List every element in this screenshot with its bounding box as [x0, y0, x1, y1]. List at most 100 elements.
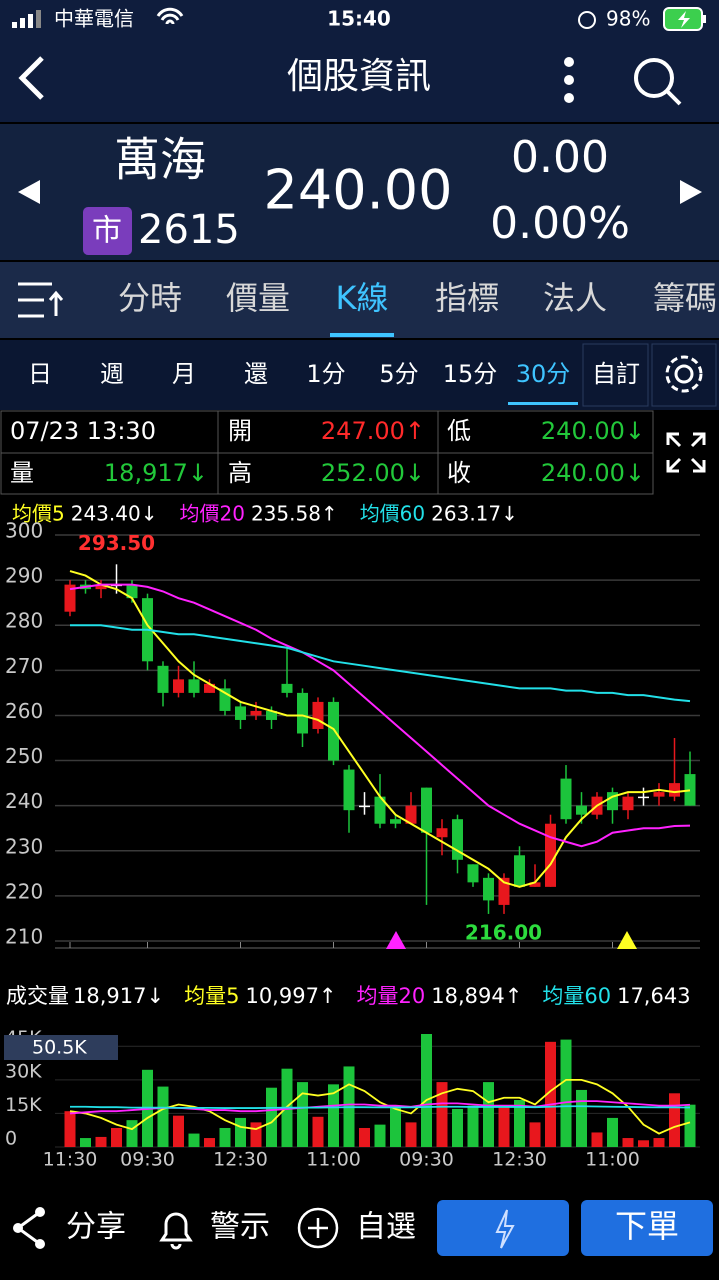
volume-bar: [390, 1106, 401, 1147]
lock-icon: [578, 11, 596, 29]
volume-bar: [421, 1034, 432, 1147]
candle-body: [126, 584, 138, 599]
volume-bar: [64, 1111, 76, 1147]
order-button[interactable]: 下單: [615, 1207, 679, 1245]
quick-button[interactable]: [437, 1200, 569, 1256]
settings-button[interactable]: [665, 355, 703, 393]
legend-name: 均量20: [357, 984, 426, 1008]
y-tick-label: 300: [5, 519, 43, 543]
volume-bar: [157, 1086, 169, 1147]
x-tick-label: 09:30: [399, 1149, 454, 1171]
y-tick-label: 280: [5, 609, 43, 633]
candle-body: [452, 819, 463, 860]
watch-button[interactable]: 自選: [356, 1210, 416, 1245]
menu-icon[interactable]: [18, 282, 64, 318]
expand-button[interactable]: [666, 432, 706, 473]
more-button[interactable]: [564, 57, 574, 103]
candle-body: [684, 774, 696, 806]
period[interactable]: 週: [100, 360, 124, 388]
tab[interactable]: 指標: [435, 279, 499, 317]
search-button[interactable]: [634, 58, 682, 106]
market-badge: [83, 207, 132, 255]
info-value: 252.00↓: [321, 459, 425, 487]
y-tick-label: 230: [5, 834, 43, 858]
tab[interactable]: 分時: [118, 279, 182, 317]
volume-bar: [250, 1122, 262, 1147]
volume-bar: [576, 1089, 587, 1147]
candle-body: [250, 710, 262, 716]
volume-bar: [312, 1116, 324, 1147]
tab[interactable]: K線: [336, 279, 389, 317]
candle-body: [328, 701, 339, 761]
tab[interactable]: 價量: [226, 279, 290, 317]
info-label: 量: [10, 459, 34, 487]
period[interactable]: 自訂: [592, 360, 640, 388]
volume-bar: [638, 1140, 649, 1147]
period[interactable]: 還: [244, 360, 268, 388]
volume-bar: [359, 1127, 370, 1147]
candle-body: [359, 805, 370, 808]
candle-body: [64, 584, 76, 612]
carrier: 中華電信: [54, 7, 134, 31]
volume-bar: [622, 1138, 634, 1147]
candle-body: [576, 805, 587, 815]
volume-title: 成交量: [6, 984, 69, 1008]
volume-bar: [374, 1124, 386, 1147]
period-underline: [508, 402, 578, 405]
candle-body: [266, 710, 277, 720]
candle-body: [219, 688, 231, 711]
clock: 15:40: [327, 7, 391, 31]
share-icon[interactable]: [13, 1207, 45, 1249]
candle-body: [622, 796, 634, 811]
tab-underline: [330, 333, 394, 337]
period[interactable]: 30分: [516, 360, 571, 388]
next-stock[interactable]: [680, 180, 702, 204]
volume-bar: [436, 1082, 448, 1147]
x-tick-label: 09:30: [120, 1149, 175, 1171]
legend-value: 18,894↑: [431, 984, 522, 1008]
prev-stock[interactable]: [18, 180, 40, 204]
bell-icon[interactable]: [159, 1212, 193, 1250]
legend-name: 均量5: [184, 984, 239, 1008]
header-bg: [0, 0, 719, 122]
volume-bar: [266, 1087, 277, 1147]
candle-body: [95, 584, 107, 590]
alert-button[interactable]: 警示: [210, 1210, 270, 1245]
period[interactable]: 1分: [306, 360, 345, 388]
volume-bar: [483, 1082, 494, 1147]
info-value: 18,917↓: [104, 459, 208, 487]
volume-bar: [529, 1122, 541, 1147]
period[interactable]: 5分: [379, 360, 418, 388]
candle-body: [297, 692, 308, 734]
period[interactable]: 月: [172, 360, 196, 388]
candle-body: [312, 701, 324, 729]
volume-value: 18,917↓: [73, 984, 164, 1008]
plus-icon[interactable]: [297, 1207, 339, 1249]
info-value: 240.00↓: [541, 459, 645, 487]
max-tag-label: 50.5K: [32, 1037, 87, 1059]
period[interactable]: 15分: [443, 360, 498, 388]
share-button[interactable]: 分享: [66, 1210, 126, 1245]
volume-bar: [111, 1127, 122, 1147]
tab[interactable]: 籌碼: [653, 279, 717, 317]
legend-value: 17,643: [617, 984, 690, 1008]
order-bg: [581, 1200, 713, 1256]
y-tick-label: 30K: [5, 1060, 42, 1082]
period[interactable]: 日: [28, 360, 52, 388]
high-label: 293.50: [78, 531, 155, 555]
back-button[interactable]: [18, 56, 44, 100]
settings-cell: [651, 343, 717, 407]
y-tick-label: 250: [5, 744, 43, 768]
legend-value: 263.17↓: [431, 502, 518, 526]
volume-bar: [498, 1105, 510, 1147]
info-label: 收: [447, 459, 471, 487]
legend-name: 均價5: [12, 502, 65, 526]
volume-bar: [95, 1136, 107, 1147]
candle-body: [669, 783, 680, 797]
y-tick-label: 210: [5, 925, 43, 949]
volume-bar: [204, 1138, 215, 1147]
tab[interactable]: 法人: [543, 279, 607, 317]
ma-line: [70, 624, 691, 703]
candle-body: [188, 679, 200, 693]
